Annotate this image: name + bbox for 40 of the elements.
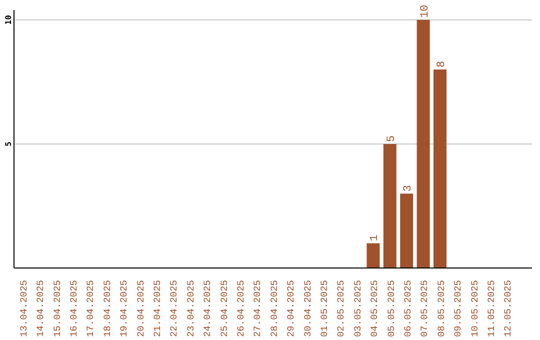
- x-tick-label: 11.05.2025: [486, 280, 497, 338]
- x-tick-label: 25.04.2025: [218, 280, 230, 338]
- x-tick-label: 12.05.2025: [502, 280, 514, 338]
- x-tick-label: 19.04.2025: [118, 280, 130, 338]
- x-tick-label: 28.04.2025: [268, 280, 280, 338]
- x-tick-label: 16.04.2025: [68, 280, 80, 338]
- x-tick-label: 30.04.2025: [302, 280, 314, 338]
- bar: [416, 20, 430, 268]
- data-label: 8: [436, 60, 448, 68]
- x-tick-label: 01.05.2025: [318, 280, 330, 338]
- x-tick-label: 03.05.2025: [352, 280, 364, 338]
- data-label: 1: [369, 234, 382, 242]
- x-tick-label: 18.04.2025: [102, 280, 113, 338]
- bar: [383, 144, 396, 268]
- data-label: 3: [402, 184, 415, 192]
- x-tick-label: 21.04.2025: [152, 280, 163, 338]
- x-tick-label: 27.04.2025: [252, 280, 264, 338]
- x-tick-label: 20.04.2025: [135, 280, 146, 338]
- x-tick-label: 23.04.2025: [185, 280, 196, 338]
- x-tick-label: 15.04.2025: [52, 280, 63, 338]
- x-tick-label: 29.04.2025: [286, 280, 297, 338]
- x-tick-label: 07.05.2025: [419, 280, 430, 338]
- x-tick-label: 13.04.2025: [18, 280, 30, 338]
- x-tick-label: 09.05.2025: [452, 280, 464, 338]
- x-tick-label: 02.05.2025: [336, 280, 347, 338]
- x-tick-label: 06.05.2025: [402, 280, 414, 338]
- bar: [400, 194, 414, 268]
- data-label: 5: [386, 135, 398, 142]
- x-tick-label: 26.04.2025: [235, 280, 246, 338]
- x-tick-label: 10.05.2025: [469, 280, 480, 338]
- x-tick-label: 04.05.2025: [369, 280, 380, 338]
- data-label: 10: [419, 4, 432, 18]
- x-tick-label: 05.05.2025: [386, 280, 397, 338]
- bar: [366, 243, 380, 268]
- x-tick-label: 24.04.2025: [202, 280, 214, 338]
- x-tick-label: 14.04.2025: [35, 280, 46, 338]
- bar: [434, 70, 447, 268]
- x-tick-label: 08.05.2025: [436, 280, 447, 338]
- x-tick-label: 17.04.2025: [85, 280, 96, 338]
- x-tick-label: 22.04.2025: [168, 280, 180, 338]
